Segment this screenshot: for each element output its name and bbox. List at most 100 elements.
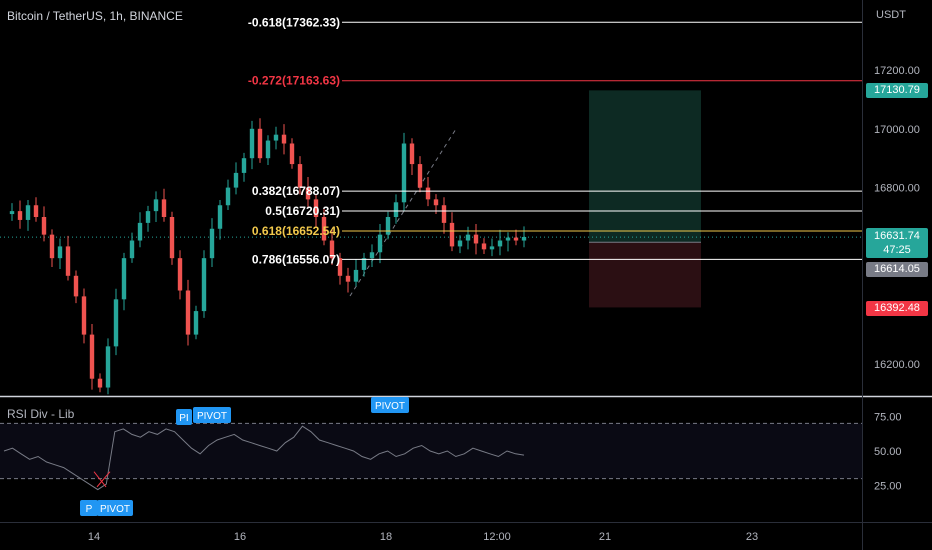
price-tick-label: 17200.00 <box>874 65 920 77</box>
candle-body <box>185 290 191 335</box>
candle-body <box>121 258 127 300</box>
candle-body <box>249 128 255 159</box>
candle-body <box>177 258 183 291</box>
candle-body <box>313 199 319 217</box>
pivot-label-box <box>193 407 231 423</box>
candle-body <box>465 234 471 241</box>
candle-body <box>473 234 479 244</box>
price-tick-label: 17000.00 <box>874 124 920 136</box>
candle-body <box>161 199 167 217</box>
candle-body <box>233 172 239 188</box>
take-profit-zone <box>589 90 701 243</box>
candle-body <box>217 205 223 229</box>
candle-body <box>145 211 151 223</box>
candle-body <box>385 217 391 235</box>
candle-body <box>457 240 463 247</box>
candle-body <box>417 164 423 188</box>
price-tick-label: 16800.00 <box>874 183 920 195</box>
candle-body <box>49 234 55 259</box>
candle-body <box>225 187 231 206</box>
candle-body <box>281 134 287 144</box>
last-price-value: 16631.74 <box>874 230 920 242</box>
pivot-label-box <box>371 397 409 413</box>
candle-body <box>73 275 79 297</box>
candle-body <box>81 296 87 335</box>
candle-body <box>353 269 359 282</box>
rsi-panel-title[interactable]: RSI Div - Lib <box>7 407 75 421</box>
candle-body <box>193 311 199 335</box>
candle-body <box>393 202 399 217</box>
candle-body <box>265 140 271 159</box>
candle-body <box>441 205 447 223</box>
candle-body <box>377 234 383 253</box>
candle-body <box>449 222 455 247</box>
candle-body <box>425 187 431 200</box>
fib-level-label: 0.618(16652.54) <box>252 224 340 238</box>
stop-loss-zone <box>589 242 701 308</box>
candle-body <box>273 134 279 141</box>
candle-body <box>401 143 407 203</box>
candle-body <box>337 258 343 276</box>
time-tick-label: 21 <box>599 531 611 543</box>
candle-body <box>89 334 95 379</box>
bearish-divergence-line <box>96 471 111 488</box>
candle-body <box>521 236 527 241</box>
entry-price-tag: 16614.05 <box>866 262 928 277</box>
candle-body <box>33 205 39 217</box>
candle-body <box>369 252 375 259</box>
candle-body <box>361 258 367 270</box>
rsi-tick-label: 25.00 <box>874 481 902 493</box>
fib-level-label: 0.382(16788.07) <box>252 184 340 198</box>
candle-body <box>513 237 519 241</box>
candle-body <box>129 240 135 259</box>
candle-body <box>481 243 487 250</box>
rsi-tick-label: 75.00 <box>874 412 902 424</box>
fib-level-label: 0.5(16720.31) <box>265 204 340 218</box>
candle-body <box>113 299 119 347</box>
rsi-tick-label: 50.00 <box>874 446 902 458</box>
price-tick-label: 16200.00 <box>874 359 920 371</box>
time-tick-label: 12:00 <box>483 531 511 543</box>
fib-level-label: -0.272(17163.63) <box>248 74 340 88</box>
pivot-label-box <box>97 500 133 516</box>
candle-body <box>209 228 215 259</box>
pivot-label-box <box>176 409 192 425</box>
pivot-label-box <box>80 500 98 516</box>
candle-body <box>505 237 511 241</box>
currency-label: USDT <box>876 9 906 21</box>
bearish-divergence-line <box>93 471 107 488</box>
pivot-label-text: PIVOT <box>375 401 405 412</box>
candle-body <box>201 258 207 312</box>
candle-body <box>41 217 47 235</box>
candle-body <box>297 164 303 188</box>
candle-body <box>9 211 15 215</box>
symbol-title[interactable]: Bitcoin / TetherUS, 1h, BINANCE <box>7 9 183 23</box>
candle-body <box>17 211 23 220</box>
last-price-tag: 16631.74 47:25 <box>866 228 928 258</box>
candle-body <box>289 143 295 165</box>
candle-body <box>329 240 335 259</box>
candle-body <box>345 275 351 282</box>
candle-body <box>497 240 503 247</box>
candle-body <box>321 217 327 241</box>
pivot-label-text: PIVOT <box>197 411 227 422</box>
candle-body <box>153 199 159 212</box>
candle-body <box>169 217 175 259</box>
candle-body <box>25 205 31 220</box>
take-profit-price-tag: 17130.79 <box>866 83 928 98</box>
time-tick-label: 18 <box>380 531 392 543</box>
candle-body <box>433 199 439 206</box>
fib-level-label: 0.786(16556.07) <box>252 252 340 266</box>
candle-body <box>137 222 143 241</box>
rsi-line <box>3 425 525 491</box>
pivot-label-text: P <box>86 504 93 515</box>
candle-body <box>97 378 103 388</box>
candle-body <box>409 143 415 165</box>
candle-body <box>305 187 311 200</box>
candle-body <box>105 346 111 388</box>
candle-countdown: 47:25 <box>883 244 911 256</box>
time-tick-label: 14 <box>88 531 100 543</box>
candle-body <box>257 128 263 159</box>
candle-body <box>241 158 247 173</box>
